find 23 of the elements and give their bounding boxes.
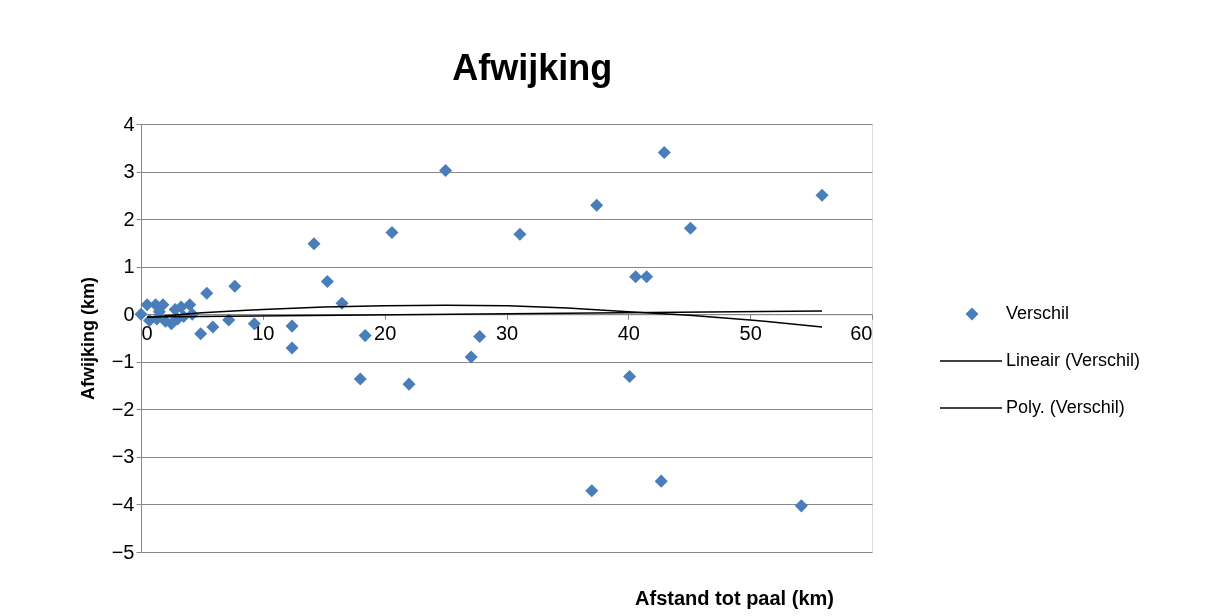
x-tick-label: 40 — [617, 321, 640, 344]
x-tick-label: 60 — [850, 321, 873, 344]
chart-title: Afwijking — [452, 47, 613, 88]
y-tick-label: 2 — [123, 207, 135, 230]
x-tick-label: 10 — [252, 321, 275, 344]
legend-label: Verschil — [1006, 303, 1070, 323]
y-tick-label: −2 — [111, 397, 135, 420]
y-tick-label: 3 — [123, 160, 135, 183]
y-tick-label: 4 — [123, 112, 135, 135]
x-axis-title: Afstand tot paal (km) — [635, 586, 834, 609]
y-tick-label: 1 — [123, 255, 135, 278]
y-tick-label: −5 — [111, 540, 135, 563]
y-tick-label: −4 — [111, 492, 135, 515]
x-tick-label: 30 — [495, 321, 519, 344]
y-tick-label: −3 — [111, 445, 135, 468]
y-tick-label: 0 — [123, 302, 135, 325]
y-tick-label: −1 — [111, 350, 135, 373]
legend-label: Lineair (Verschil) — [1006, 350, 1141, 370]
legend-label: Poly. (Verschil) — [1006, 397, 1125, 417]
x-tick-label: 0 — [141, 321, 153, 344]
x-tick-label: 20 — [374, 321, 397, 344]
y-axis-title: Afwijking (km) — [77, 276, 98, 401]
x-tick-label: 50 — [739, 321, 762, 344]
